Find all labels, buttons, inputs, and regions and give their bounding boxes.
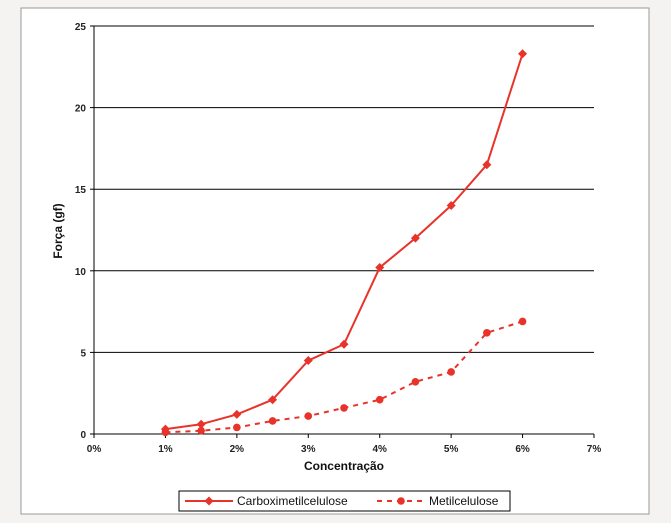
y-tick-label: 15 — [75, 185, 87, 196]
legend-label-0: Carboximetilcelulose — [237, 494, 348, 508]
y-tick-label: 25 — [75, 22, 87, 33]
y-tick-label: 20 — [75, 104, 87, 115]
legend-marker-0 — [204, 496, 214, 506]
plot-area: 0 5 10 15 20 25 0% 1% 2% 3% 4% 5% 6% 7% — [75, 22, 601, 455]
data-point-metilcelulose — [483, 329, 491, 337]
data-point-carboximetilcelulose — [446, 201, 456, 211]
data-point-carboximetilcelulose — [303, 356, 313, 366]
x-tick-label: 7% — [587, 444, 602, 455]
data-point-carboximetilcelulose — [482, 160, 492, 170]
data-point-metilcelulose — [304, 412, 313, 420]
data-point-metilcelulose — [340, 404, 348, 412]
legend-box — [178, 490, 511, 512]
x-tick-label: 6% — [515, 444, 530, 455]
x-tick-label: 0% — [87, 444, 102, 455]
x-tick-label: 3% — [301, 444, 316, 455]
data-point-metilcelulose — [411, 377, 420, 386]
data-point-metilcelulose — [268, 417, 277, 425]
chart-frame — [20, 7, 650, 515]
data-point-carboximetilcelulose — [268, 395, 278, 405]
y-tick-label: 0 — [80, 430, 86, 441]
data-point-carboximetilcelulose — [518, 49, 528, 59]
x-axis-title: Concentração — [304, 459, 384, 473]
data-point-carboximetilcelulose — [196, 419, 206, 429]
data-point-metilcelulose — [518, 317, 527, 326]
data-point-carboximetilcelulose — [410, 233, 420, 243]
legend-marker-1 — [397, 497, 405, 505]
y-axis-title: Força (gf) — [51, 203, 65, 258]
data-point-metilcelulose — [375, 395, 384, 404]
data-point-metilcelulose — [197, 426, 205, 435]
x-tick-label: 2% — [230, 444, 245, 455]
data-point-carboximetilcelulose — [375, 263, 385, 273]
data-point-metilcelulose — [233, 423, 241, 432]
x-tick-label: 1% — [158, 444, 173, 455]
data-point-metilcelulose — [161, 428, 170, 437]
data-point-metilcelulose — [447, 368, 455, 376]
legend: Carboximetilcelulose Metilcelulose — [178, 490, 511, 512]
data-point-carboximetilcelulose — [339, 339, 349, 349]
y-tick-label: 10 — [75, 267, 87, 278]
x-tick-label: 4% — [372, 444, 387, 455]
legend-label-1: Metilcelulose — [429, 494, 499, 508]
y-tick-label: 5 — [80, 348, 86, 359]
data-point-carboximetilcelulose — [232, 409, 242, 419]
x-tick-label: 5% — [444, 444, 459, 455]
